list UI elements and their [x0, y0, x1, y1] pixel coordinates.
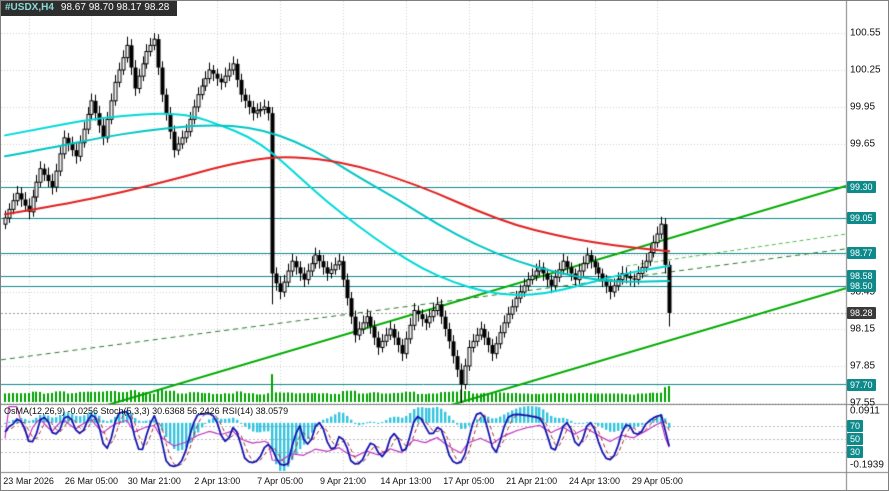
- price-level-label[interactable]: 98.50: [847, 279, 876, 292]
- time-axis-label[interactable]: 26 Mar 05:00: [64, 476, 118, 486]
- indicator-values-label: OsMA(12,26,9) -0.0256 Stoch(5,3,3) 30.63…: [4, 406, 289, 416]
- time-axis-label[interactable]: 23 Mar 2026: [3, 476, 54, 486]
- indicator-axis-label[interactable]: 70: [847, 419, 864, 432]
- indicator-axis-label[interactable]: 30: [847, 445, 864, 458]
- indicator-axis-label[interactable]: 50: [847, 432, 864, 445]
- price-level-label[interactable]: 98.58: [847, 269, 876, 282]
- symbol-timeframe-label: #USDX,H4: [5, 2, 54, 13]
- time-axis-label[interactable]: 9 Apr 21:00: [319, 476, 366, 486]
- price-axis-tick[interactable]: 100.55: [850, 27, 881, 39]
- ohlc-values-label: 98.67 98.70 98.17 98.28: [60, 2, 170, 13]
- time-axis-label[interactable]: 29 Apr 05:00: [631, 476, 683, 486]
- price-axis-tick[interactable]: 99.95: [850, 101, 876, 113]
- time-axis-label[interactable]: 24 Apr 13:00: [568, 476, 621, 486]
- time-axis-label[interactable]: 17 Apr 05:00: [443, 476, 495, 486]
- time-axis-label[interactable]: 2 Apr 13:00: [194, 476, 241, 486]
- current-price-label[interactable]: 98.28: [847, 306, 876, 319]
- price-axis-tick[interactable]: 97.55: [850, 397, 876, 409]
- price-level-label[interactable]: 99.05: [847, 212, 876, 224]
- chart-title-bar: #USDX,H4 98.67 98.70 98.17 98.28: [1, 1, 178, 16]
- time-axis-label[interactable]: 14 Apr 13:00: [380, 476, 432, 486]
- price-level-label[interactable]: 97.70: [847, 378, 876, 391]
- indicator-axis-label[interactable]: -0.1939: [850, 459, 884, 471]
- price-axis-tick[interactable]: 99.65: [850, 138, 876, 150]
- time-axis-label[interactable]: 21 Apr 21:00: [506, 476, 558, 486]
- price-axis-tick[interactable]: 98.45: [850, 286, 876, 298]
- price-axis-tick[interactable]: 98.15: [850, 323, 876, 335]
- price-axis-tick[interactable]: 97.85: [850, 360, 876, 372]
- time-axis-label[interactable]: 7 Apr 05:00: [257, 476, 304, 486]
- indicator-axis-label[interactable]: 0.0911: [850, 405, 880, 417]
- price-level-label[interactable]: 98.77: [847, 246, 876, 259]
- price-axis-tick[interactable]: 100.25: [850, 64, 881, 76]
- price-level-label[interactable]: 99.30: [847, 181, 876, 194]
- time-axis-label[interactable]: 30 Mar 21:00: [127, 476, 181, 486]
